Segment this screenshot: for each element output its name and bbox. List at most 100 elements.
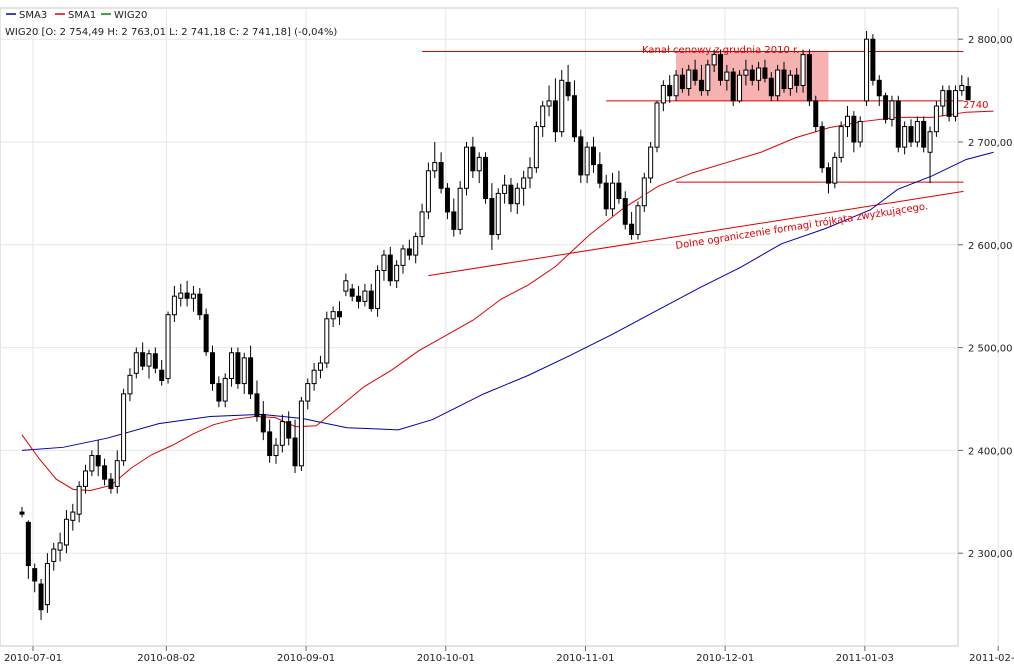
candle-body [743, 69, 749, 76]
candle-body [432, 162, 438, 172]
candle-body [546, 100, 552, 107]
candle-body [540, 105, 546, 128]
y-tick-label: 2 800,00 [968, 35, 1013, 46]
candle-body [927, 131, 933, 153]
candle-body [337, 311, 342, 318]
x-tick-label: 2011-01-03 [836, 653, 894, 664]
x-tick-label: 2011-02-01 [969, 653, 1014, 664]
candle-body [25, 521, 31, 567]
candle-body [51, 548, 57, 562]
candle-body [248, 357, 254, 395]
candle-body [730, 71, 736, 102]
candle-body [406, 248, 412, 256]
legend-label-sma1: SMA1 [68, 10, 96, 21]
candle-body [140, 352, 146, 367]
candle-body [660, 84, 666, 104]
candle-body [19, 511, 25, 515]
candle-body [489, 198, 495, 236]
candle-body [806, 54, 812, 102]
x-tick-label: 2010-10-01 [417, 653, 475, 664]
x-axis: 2010-07-01 2010-08-02 2010-09-01 2010-10-01… [4, 646, 1014, 664]
y-tick-label: 2 600,00 [968, 241, 1013, 252]
candle-body [692, 69, 698, 81]
candle-body [603, 182, 609, 210]
candle-body [908, 126, 914, 143]
annotation-channel: Kanał cenowy z grudnia 2010 r. [642, 45, 799, 56]
candle-body [279, 421, 285, 446]
candle-body [381, 254, 387, 272]
candle-body [235, 352, 241, 385]
legend-label-wig20: WIG20 [114, 10, 147, 21]
candle-body [114, 460, 120, 487]
y-axis: 2 300,00 2 400,00 2 500,00 2 600,00 2 700,00… [958, 35, 1013, 560]
candle-body [514, 187, 520, 205]
candle-body [362, 290, 368, 302]
candle-body [838, 126, 844, 158]
candle-body [959, 84, 965, 92]
candle-body [216, 383, 222, 402]
candle-body [635, 205, 641, 236]
candle-body [273, 444, 279, 457]
candle-body [63, 518, 69, 546]
annotation-2740: 2740 [963, 100, 988, 111]
grid [0, 8, 999, 646]
candle-body [311, 369, 317, 385]
candle-body [317, 362, 323, 371]
candle-body [159, 369, 165, 381]
candle-body [883, 95, 889, 120]
candle-body [444, 187, 450, 213]
moving-averages [21, 110, 994, 491]
ohlc-info-line: WIG20 [O: 2 754,49 H: 2 763,01 L: 2 741,… [5, 27, 337, 38]
candle-body [965, 85, 971, 101]
candle-body [832, 156, 838, 184]
candle-body [267, 431, 273, 457]
candle-body [165, 314, 171, 379]
candle-body [343, 280, 349, 292]
candle-body [241, 357, 247, 385]
candle-body [673, 74, 679, 97]
candle-body [470, 146, 476, 172]
candle-body [184, 292, 190, 299]
candle-body [533, 126, 539, 169]
candle-body [946, 90, 952, 117]
candle-body [502, 184, 508, 194]
candle-body [648, 146, 654, 179]
candle-body [438, 162, 444, 189]
candle-body [705, 64, 711, 92]
candle-body [711, 54, 717, 66]
candle-body [330, 311, 336, 320]
candle-body [724, 71, 730, 81]
x-tick-label: 2010-09-01 [277, 653, 335, 664]
candle-body [152, 353, 158, 369]
candle-body [387, 254, 393, 282]
candle-body [679, 74, 685, 90]
candle-body [413, 236, 419, 256]
candle-body [921, 120, 927, 148]
candle-body [794, 74, 800, 86]
candle-body [889, 100, 895, 120]
candle-body [698, 79, 704, 92]
candle-body [305, 383, 311, 402]
y-tick-label: 2 500,00 [968, 344, 1013, 355]
candle-body [394, 264, 400, 282]
candle-body [629, 223, 635, 236]
x-tick-label: 2010-11-01 [556, 653, 614, 664]
candle-body [914, 120, 920, 143]
candle-body [819, 126, 825, 169]
candle-body [292, 437, 298, 467]
candle-body [508, 184, 514, 205]
candle-body [718, 54, 723, 81]
candle-body [197, 293, 203, 316]
candle-body [464, 146, 469, 189]
candle-body [667, 84, 673, 97]
candle-body [571, 95, 577, 138]
candle-body [622, 198, 628, 225]
legend-label-sma3: SMA3 [19, 10, 47, 21]
candle-body [133, 352, 139, 374]
sma1-line [21, 110, 994, 491]
candle-body [324, 318, 330, 364]
candle-body [121, 393, 127, 462]
y-tick-label: 2 700,00 [968, 138, 1013, 149]
candle-body [737, 74, 743, 102]
